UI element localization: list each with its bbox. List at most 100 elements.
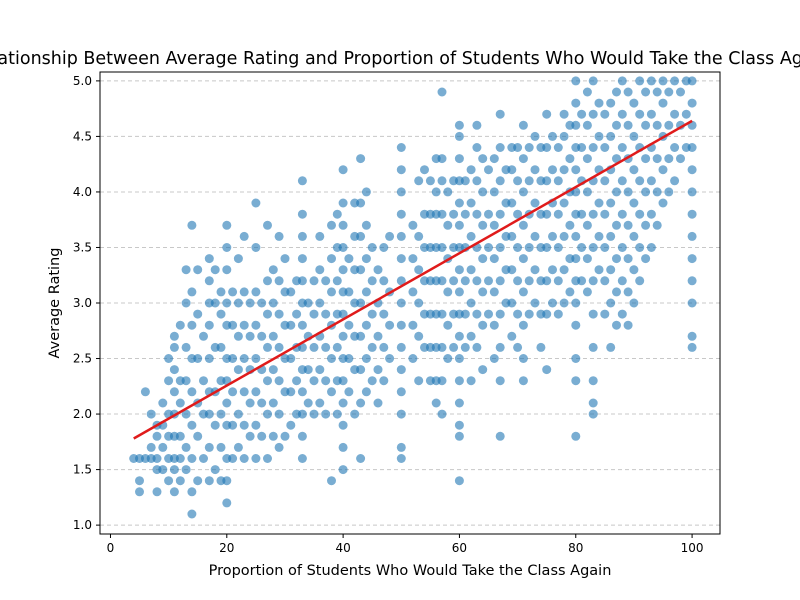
data-point bbox=[216, 409, 226, 419]
data-point bbox=[484, 209, 493, 219]
data-point bbox=[338, 165, 348, 175]
data-point bbox=[617, 109, 627, 119]
data-point bbox=[437, 87, 447, 97]
data-point bbox=[222, 476, 232, 486]
data-point bbox=[530, 131, 540, 141]
data-point bbox=[437, 154, 447, 164]
data-point bbox=[233, 442, 243, 452]
data-point bbox=[582, 187, 592, 197]
data-point bbox=[466, 165, 476, 175]
data-point bbox=[396, 387, 406, 397]
data-point bbox=[414, 298, 424, 308]
data-point bbox=[257, 331, 267, 341]
data-point bbox=[338, 398, 348, 408]
data-point bbox=[239, 454, 249, 463]
data-point bbox=[588, 398, 598, 408]
data-point bbox=[664, 154, 674, 164]
data-point bbox=[617, 176, 627, 186]
data-point bbox=[484, 165, 493, 175]
data-point bbox=[228, 387, 238, 397]
data-point bbox=[204, 320, 214, 330]
data-point bbox=[577, 143, 587, 152]
y-tick-label: 5.0 bbox=[73, 74, 92, 88]
data-point bbox=[466, 265, 476, 275]
data-point bbox=[646, 209, 656, 219]
data-point bbox=[431, 398, 441, 408]
data-point bbox=[251, 454, 261, 463]
trend-line bbox=[133, 119, 693, 440]
data-point bbox=[588, 76, 598, 86]
data-point bbox=[495, 276, 505, 286]
data-point bbox=[396, 342, 406, 352]
data-point bbox=[379, 376, 389, 386]
data-point bbox=[315, 231, 325, 241]
data-point bbox=[600, 309, 610, 319]
data-point bbox=[548, 131, 557, 141]
data-point bbox=[495, 309, 505, 319]
data-point bbox=[274, 442, 284, 452]
data-point bbox=[513, 342, 523, 352]
data-point bbox=[600, 276, 610, 286]
data-point bbox=[612, 154, 621, 164]
data-point bbox=[495, 431, 505, 441]
data-point bbox=[478, 220, 488, 230]
data-point bbox=[600, 143, 610, 152]
data-point bbox=[356, 398, 366, 408]
data-point bbox=[332, 276, 342, 286]
data-point bbox=[646, 243, 656, 252]
data-point bbox=[518, 254, 528, 264]
data-point bbox=[187, 387, 197, 397]
data-point bbox=[577, 109, 587, 119]
data-point bbox=[478, 254, 488, 264]
data-point bbox=[297, 276, 307, 286]
data-point bbox=[187, 420, 197, 430]
data-point bbox=[263, 376, 272, 386]
data-point bbox=[152, 487, 162, 497]
data-point bbox=[559, 265, 569, 275]
data-point bbox=[629, 98, 639, 108]
data-point bbox=[204, 476, 214, 486]
data-point bbox=[513, 276, 523, 286]
data-point bbox=[263, 454, 272, 463]
y-tick-label: 4.0 bbox=[73, 185, 92, 199]
data-point bbox=[228, 287, 238, 297]
data-point bbox=[513, 209, 523, 219]
data-point bbox=[437, 342, 447, 352]
data-point bbox=[443, 220, 453, 230]
data-point bbox=[245, 298, 255, 308]
data-point bbox=[641, 220, 651, 230]
data-point bbox=[361, 320, 371, 330]
data-point bbox=[478, 187, 488, 197]
data-point bbox=[292, 376, 302, 386]
data-point bbox=[489, 254, 499, 264]
data-point bbox=[233, 298, 243, 308]
data-point bbox=[332, 342, 342, 352]
data-point bbox=[158, 398, 168, 408]
data-point bbox=[327, 287, 336, 297]
data-point bbox=[484, 309, 493, 319]
data-point bbox=[146, 442, 156, 452]
data-point bbox=[216, 309, 226, 319]
data-point bbox=[635, 76, 645, 86]
data-point bbox=[623, 187, 633, 197]
data-point bbox=[187, 320, 197, 330]
data-point bbox=[199, 454, 208, 463]
data-point bbox=[222, 220, 232, 230]
data-point bbox=[437, 309, 447, 319]
data-point bbox=[175, 398, 185, 408]
data-point bbox=[687, 187, 697, 197]
data-point bbox=[559, 109, 569, 119]
data-point bbox=[187, 287, 197, 297]
data-point bbox=[454, 265, 464, 275]
data-point bbox=[135, 476, 144, 486]
data-point bbox=[612, 120, 621, 130]
data-point bbox=[367, 376, 377, 386]
data-point bbox=[228, 454, 238, 463]
data-point bbox=[367, 342, 377, 352]
data-point bbox=[629, 165, 639, 175]
data-point bbox=[228, 420, 238, 430]
data-point bbox=[373, 398, 383, 408]
data-point bbox=[623, 254, 633, 264]
data-point bbox=[239, 387, 249, 397]
